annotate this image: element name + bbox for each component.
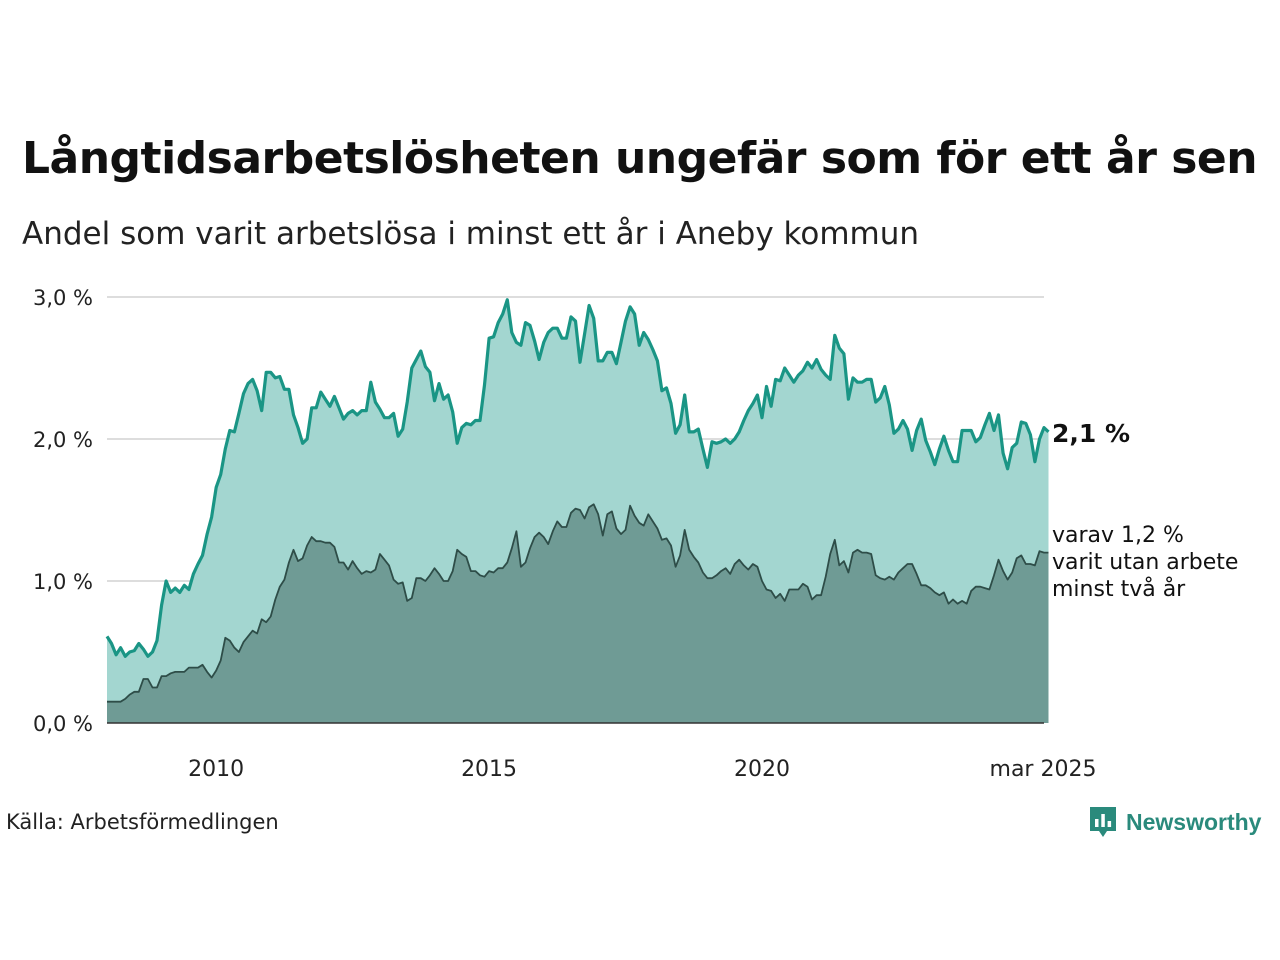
sub-series-area bbox=[107, 504, 1049, 723]
sub-series-end-label: minst två år bbox=[1052, 576, 1186, 602]
x-tick-label: 2020 bbox=[734, 757, 790, 782]
source-note: Källa: Arbetsförmedlingen bbox=[6, 810, 279, 834]
x-tick-label: mar 2025 bbox=[990, 757, 1097, 782]
sub-series-line bbox=[107, 503, 1049, 703]
x-tick-label: 2010 bbox=[188, 757, 244, 782]
chart-areas bbox=[105, 298, 1050, 723]
y-tick-label: 2,0 % bbox=[33, 428, 93, 452]
brand-logo[interactable]: Newsworthy bbox=[1088, 804, 1261, 840]
main-series-line bbox=[105, 298, 1050, 658]
newsworthy-logo-icon bbox=[1090, 807, 1116, 837]
sub-series-end-label: varit utan arbete bbox=[1052, 550, 1238, 575]
axis-labels: 0,0 % 1,0 % 2,0 % 3,0 % 2010 2015 2020 mar 2025 bbox=[33, 286, 1097, 782]
sub-series-end-label: varav 1,2 % bbox=[1052, 523, 1184, 548]
y-tick-label: 1,0 % bbox=[33, 570, 93, 594]
chart-subtitle: Andel som varit arbetslösa i minst ett å… bbox=[22, 216, 920, 252]
chart-title: Långtidsarbetslösheten ungefär som för e… bbox=[22, 133, 1258, 184]
y-tick-label: 0,0 % bbox=[33, 712, 93, 736]
brand-name: Newsworthy bbox=[1126, 808, 1262, 835]
y-tick-label: 3,0 % bbox=[33, 286, 93, 310]
main-series-end-label: 2,1 % bbox=[1052, 419, 1130, 448]
x-tick-label: 2015 bbox=[461, 757, 517, 782]
